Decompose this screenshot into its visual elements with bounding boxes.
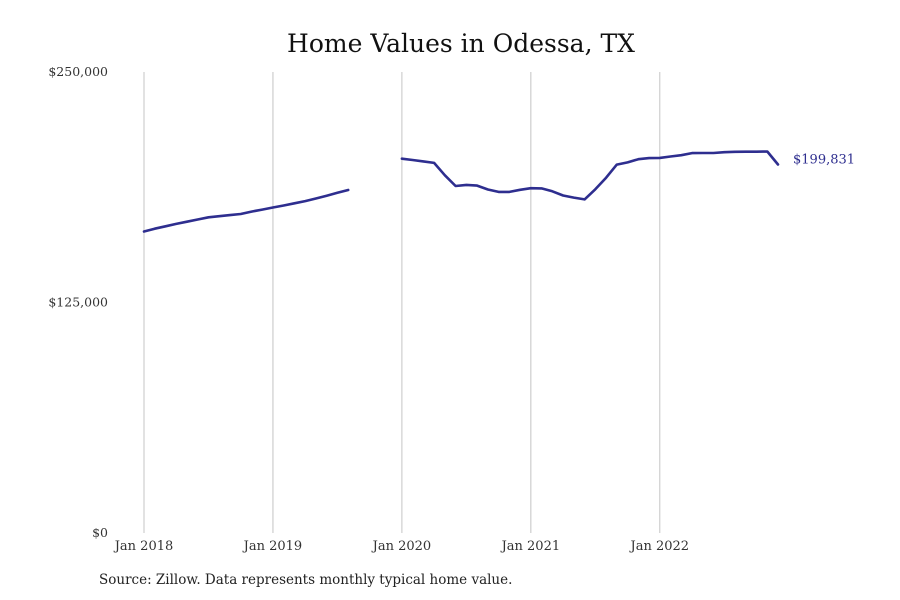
series-line-segment-1: [400, 150, 780, 201]
y-tick-label-2: $250,000: [48, 64, 108, 79]
x-tick-label-3: Jan 2021: [500, 539, 561, 554]
x-tick-label-1: Jan 2019: [242, 539, 303, 554]
last-value-label: $199,831: [793, 153, 855, 168]
y-tick-label-0: $0: [92, 525, 108, 540]
chart-title: Home Values in Odessa, TX: [287, 29, 635, 58]
series-line-segment-0: [142, 188, 350, 233]
x-axis-tick-labels: Jan 2018 Jan 2019 Jan 2020 Jan 2021 Jan 2022: [113, 539, 689, 554]
x-tick-label-0: Jan 2018: [113, 539, 174, 554]
source-note: Source: Zillow. Data represents monthly …: [99, 572, 513, 588]
x-tick-label-2: Jan 2020: [371, 539, 432, 554]
gridlines: [143, 72, 661, 533]
x-tick-label-4: Jan 2022: [629, 539, 690, 554]
y-axis-tick-labels: $0 $125,000 $250,000: [48, 64, 108, 540]
y-tick-label-1: $125,000: [48, 295, 108, 310]
series-lines: [142, 150, 780, 233]
